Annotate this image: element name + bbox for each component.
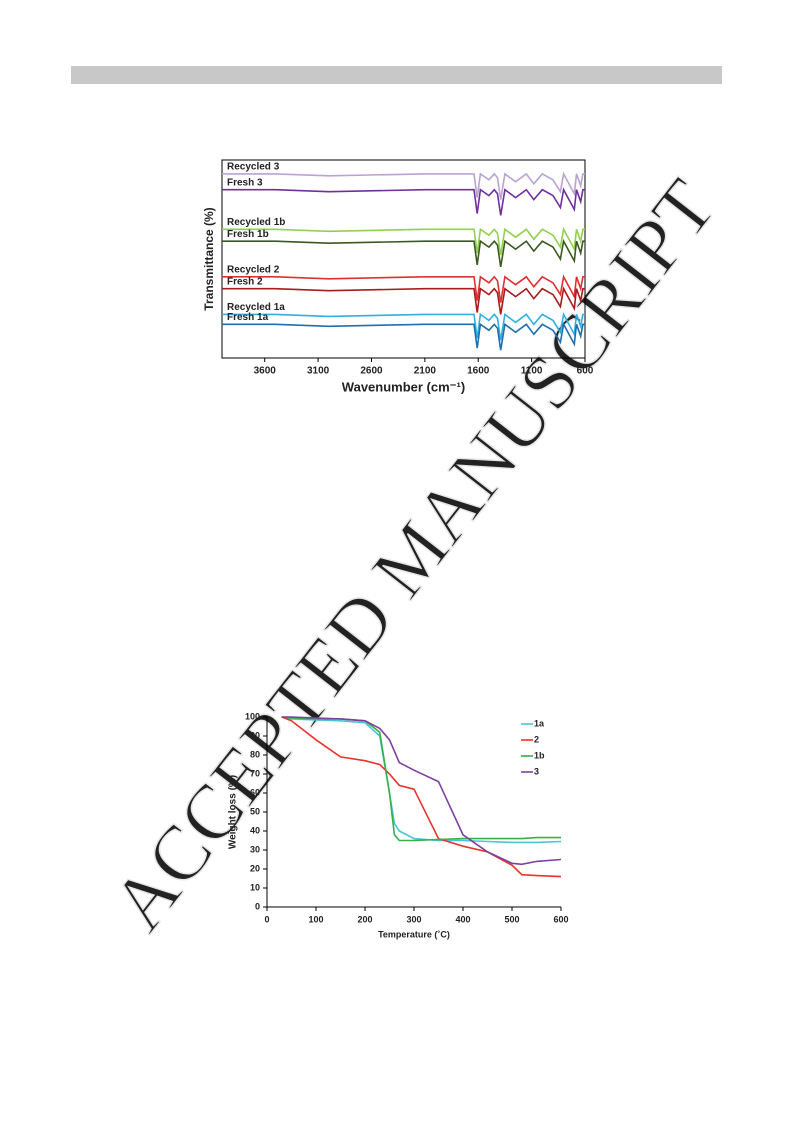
legend-label: 1b	[534, 750, 545, 760]
x-axis-label: Wavenumber (cm⁻¹)	[342, 379, 465, 394]
y-tick-label: 0	[255, 901, 260, 911]
series-line	[222, 171, 585, 200]
x-tick-label: 2100	[414, 366, 437, 377]
legend-label: 2	[534, 734, 539, 744]
x-tick-label: 600	[553, 914, 568, 924]
x-axis-label: Temperature (˚C)	[378, 929, 450, 939]
y-tick-label: 70	[250, 768, 260, 778]
series-line	[222, 274, 585, 303]
series-label: Recycled 2	[227, 264, 280, 275]
x-tick-label: 100	[308, 914, 323, 924]
watermark: ACCEPTED MANUSCRIPT	[94, 163, 732, 946]
series-label: Fresh 1a	[227, 312, 269, 323]
series-line	[222, 286, 585, 315]
x-tick-label: 600	[577, 366, 594, 377]
x-tick-label: 1600	[467, 366, 490, 377]
x-tick-label: 400	[455, 914, 470, 924]
series-line	[222, 187, 585, 216]
series-label: Fresh 3	[227, 177, 263, 188]
legend-label: 3	[534, 766, 539, 776]
y-tick-label: 30	[250, 844, 260, 854]
y-axis-label: Weight loss (%)	[228, 775, 239, 849]
series-label: Recycled 3	[227, 162, 280, 173]
x-tick-label: 0	[264, 914, 269, 924]
legend-label: 1a	[534, 718, 545, 728]
header-bar	[71, 66, 722, 84]
series-label: Recycled 1b	[227, 217, 285, 228]
series-label: Recycled 1a	[227, 302, 285, 313]
y-tick-label: 100	[245, 711, 260, 721]
series-label: Fresh 1b	[227, 229, 269, 240]
x-tick-label: 3600	[254, 366, 277, 377]
x-tick-label: 300	[406, 914, 421, 924]
y-tick-label: 10	[250, 882, 260, 892]
y-axis-label: Transmittance (%)	[202, 207, 216, 310]
series-line	[281, 716, 562, 844]
y-tick-label: 20	[250, 863, 260, 873]
series-line	[222, 238, 585, 268]
x-tick-label: 2600	[360, 366, 383, 377]
series-label: Fresh 2	[227, 276, 263, 287]
plot-frame	[221, 159, 586, 359]
y-tick-label: 90	[250, 730, 260, 740]
x-tick-label: 500	[504, 914, 519, 924]
x-tick-label: 200	[357, 914, 372, 924]
y-tick-label: 60	[250, 787, 260, 797]
x-tick-label: 3100	[307, 366, 330, 377]
series-line	[222, 226, 585, 256]
x-tick-label: 1100	[521, 366, 543, 377]
y-tick-label: 80	[250, 749, 260, 759]
series-line	[281, 716, 562, 878]
y-tick-label: 50	[250, 806, 260, 816]
series-line	[222, 321, 585, 351]
y-tick-label: 40	[250, 825, 260, 835]
series-line	[222, 312, 585, 341]
series-line	[281, 716, 562, 866]
